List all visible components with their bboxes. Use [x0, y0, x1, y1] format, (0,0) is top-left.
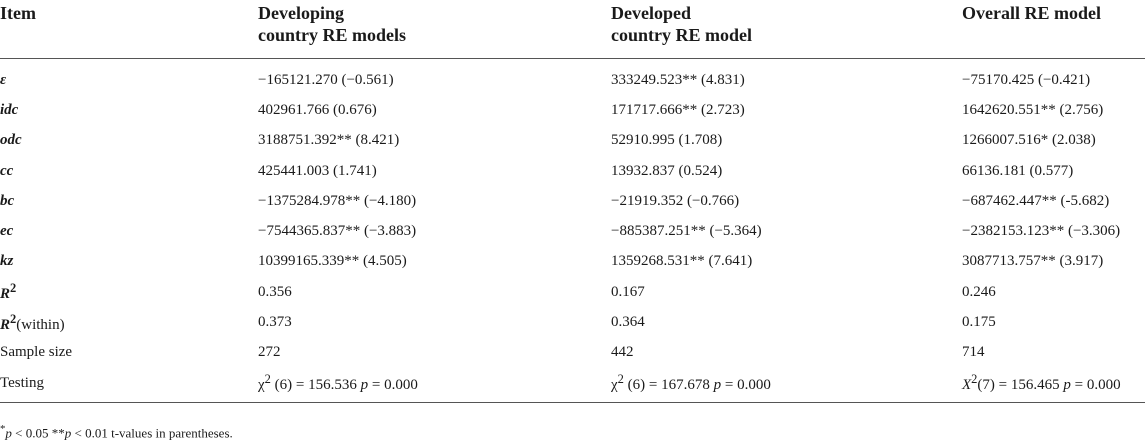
p-value: = 0.000 — [721, 377, 771, 394]
header-row: Item Developing country RE models Develo… — [0, 0, 1145, 59]
table-row: idc 402961.766 (0.676) 171717.666** (2.7… — [0, 95, 1145, 125]
cell-overall: 0.175 — [962, 314, 996, 331]
cell-overall: 3087713.757** (3.917) — [962, 253, 1104, 270]
footnote-text1: < 0.05 ** — [11, 425, 65, 441]
header-overall-text: Overall RE model — [962, 3, 1101, 23]
cell-developed: 171717.666** (2.723) — [611, 101, 745, 118]
cell-developing: 425441.003 (1.741) — [258, 162, 377, 179]
cell-developing: −165121.270 (−0.561) — [258, 71, 394, 88]
r2-within-symbol: R — [0, 316, 11, 333]
test-stat: (6) = 167.678 — [623, 377, 714, 394]
table-row: bc −1375284.978** (−4.180) −21919.352 (−… — [0, 186, 1145, 216]
cell-overall: 1642620.551** (2.756) — [962, 101, 1104, 118]
row-item: ε — [0, 71, 7, 88]
table-row-sample-size: Sample size 272 442 714 — [0, 338, 1145, 368]
test-stat: (7) = 156.465 — [977, 377, 1064, 394]
cell-developed: −21919.352 (−0.766) — [611, 192, 740, 209]
table-row-r2-within: R2(within) 0.373 0.364 0.175 — [0, 307, 1145, 337]
footnote-text2: < 0.01 t-values in parentheses. — [71, 425, 233, 441]
cell-overall: 0.246 — [962, 283, 996, 300]
cell-overall: −75170.425 (−0.421) — [962, 71, 1091, 88]
cell-developing: 0.373 — [258, 314, 292, 331]
r2-within-superscript: 2 — [10, 311, 17, 326]
cell-overall: −2382153.123** (−3.306) — [962, 223, 1121, 240]
chi-superscript: 2 — [971, 372, 978, 387]
header-developing-text: Developing country RE models — [258, 3, 406, 45]
header-developed-text: Developed country RE model — [611, 3, 752, 45]
footnote-p1: p — [5, 425, 12, 441]
p-value: = 0.000 — [368, 377, 418, 394]
cell-developed: 1359268.531** (7.641) — [611, 253, 753, 270]
chi-superscript: 2 — [617, 372, 624, 387]
row-item: ec — [0, 223, 14, 240]
cell-developing: 0.356 — [258, 283, 292, 300]
row-item: bc — [0, 192, 15, 209]
cell-developing: 402961.766 (0.676) — [258, 101, 377, 118]
row-item: idc — [0, 101, 19, 118]
p-value: = 0.000 — [1070, 377, 1121, 394]
p-symbol: p — [360, 377, 369, 394]
table-row: kz 10399165.339** (4.505) 1359268.531** … — [0, 247, 1145, 277]
header-item: Item — [0, 3, 36, 23]
row-item: odc — [0, 132, 22, 149]
row-item-r2-within: R2(within) — [0, 307, 258, 337]
cell-developed: χ2 (6) = 167.678 p = 0.000 — [611, 368, 962, 403]
table-row: ec −7544365.837** (−3.883) −885387.251**… — [0, 216, 1145, 246]
header-developed: Developed country RE model — [611, 0, 962, 59]
row-item-testing: Testing — [0, 374, 44, 391]
cell-overall: X2(7) = 156.465 p = 0.000 — [962, 368, 1145, 403]
r2-symbol: R — [0, 286, 11, 303]
cell-developed: 13932.837 (0.524) — [611, 162, 723, 179]
table-row: cc 425441.003 (1.741) 13932.837 (0.524) … — [0, 156, 1145, 186]
chi-symbol: X — [962, 377, 972, 394]
r2-superscript: 2 — [10, 281, 17, 296]
cell-developing: χ2 (6) = 156.536 p = 0.000 — [258, 368, 611, 403]
r2-within-suffix: (within) — [16, 316, 65, 333]
chi-superscript: 2 — [264, 372, 271, 387]
cell-developing: −7544365.837** (−3.883) — [258, 223, 417, 240]
cell-developed: 52910.995 (1.708) — [611, 132, 723, 149]
cell-overall: 714 — [962, 344, 985, 361]
row-item-r2: R2 — [0, 277, 258, 307]
cell-overall: 1266007.516* (2.038) — [962, 132, 1096, 149]
row-item: kz — [0, 253, 14, 270]
row-item: cc — [0, 162, 14, 179]
cell-developed: 442 — [611, 344, 634, 361]
chi-symbol: χ — [258, 377, 265, 394]
table-row-r2: R2 0.356 0.167 0.246 — [0, 277, 1145, 307]
table-row: odc 3188751.392** (8.421) 52910.995 (1.7… — [0, 126, 1145, 156]
cell-developed: 0.167 — [611, 283, 645, 300]
cell-developing: −1375284.978** (−4.180) — [258, 192, 417, 209]
header-overall: Overall RE model — [962, 0, 1145, 59]
footnote-star: * — [0, 423, 6, 435]
footnote-p2: p — [64, 425, 72, 441]
cell-developed: −885387.251** (−5.364) — [611, 223, 762, 240]
cell-developing: 10399165.339** (4.505) — [258, 253, 407, 270]
cell-overall: 66136.181 (0.577) — [962, 162, 1074, 179]
cell-developed: 0.364 — [611, 314, 645, 331]
table-row: ε −165121.270 (−0.561) 333249.523** (4.8… — [0, 59, 1145, 96]
row-item-sample-size: Sample size — [0, 344, 73, 361]
chi-symbol: χ — [611, 377, 618, 394]
table-footnote: *p < 0.05 **p < 0.01 t-values in parenth… — [0, 421, 233, 441]
results-table: Item Developing country RE models Develo… — [0, 0, 1145, 403]
p-symbol: p — [713, 377, 722, 394]
cell-developing: 272 — [258, 344, 281, 361]
cell-overall: −687462.447** (-5.682) — [962, 192, 1110, 209]
header-developing: Developing country RE models — [258, 0, 611, 59]
cell-developing: 3188751.392** (8.421) — [258, 132, 400, 149]
p-symbol: p — [1063, 377, 1071, 394]
cell-developed: 333249.523** (4.831) — [611, 71, 745, 88]
test-stat: (6) = 156.536 — [270, 377, 361, 394]
table-row-testing: Testing χ2 (6) = 156.536 p = 0.000 χ2 (6… — [0, 368, 1145, 403]
